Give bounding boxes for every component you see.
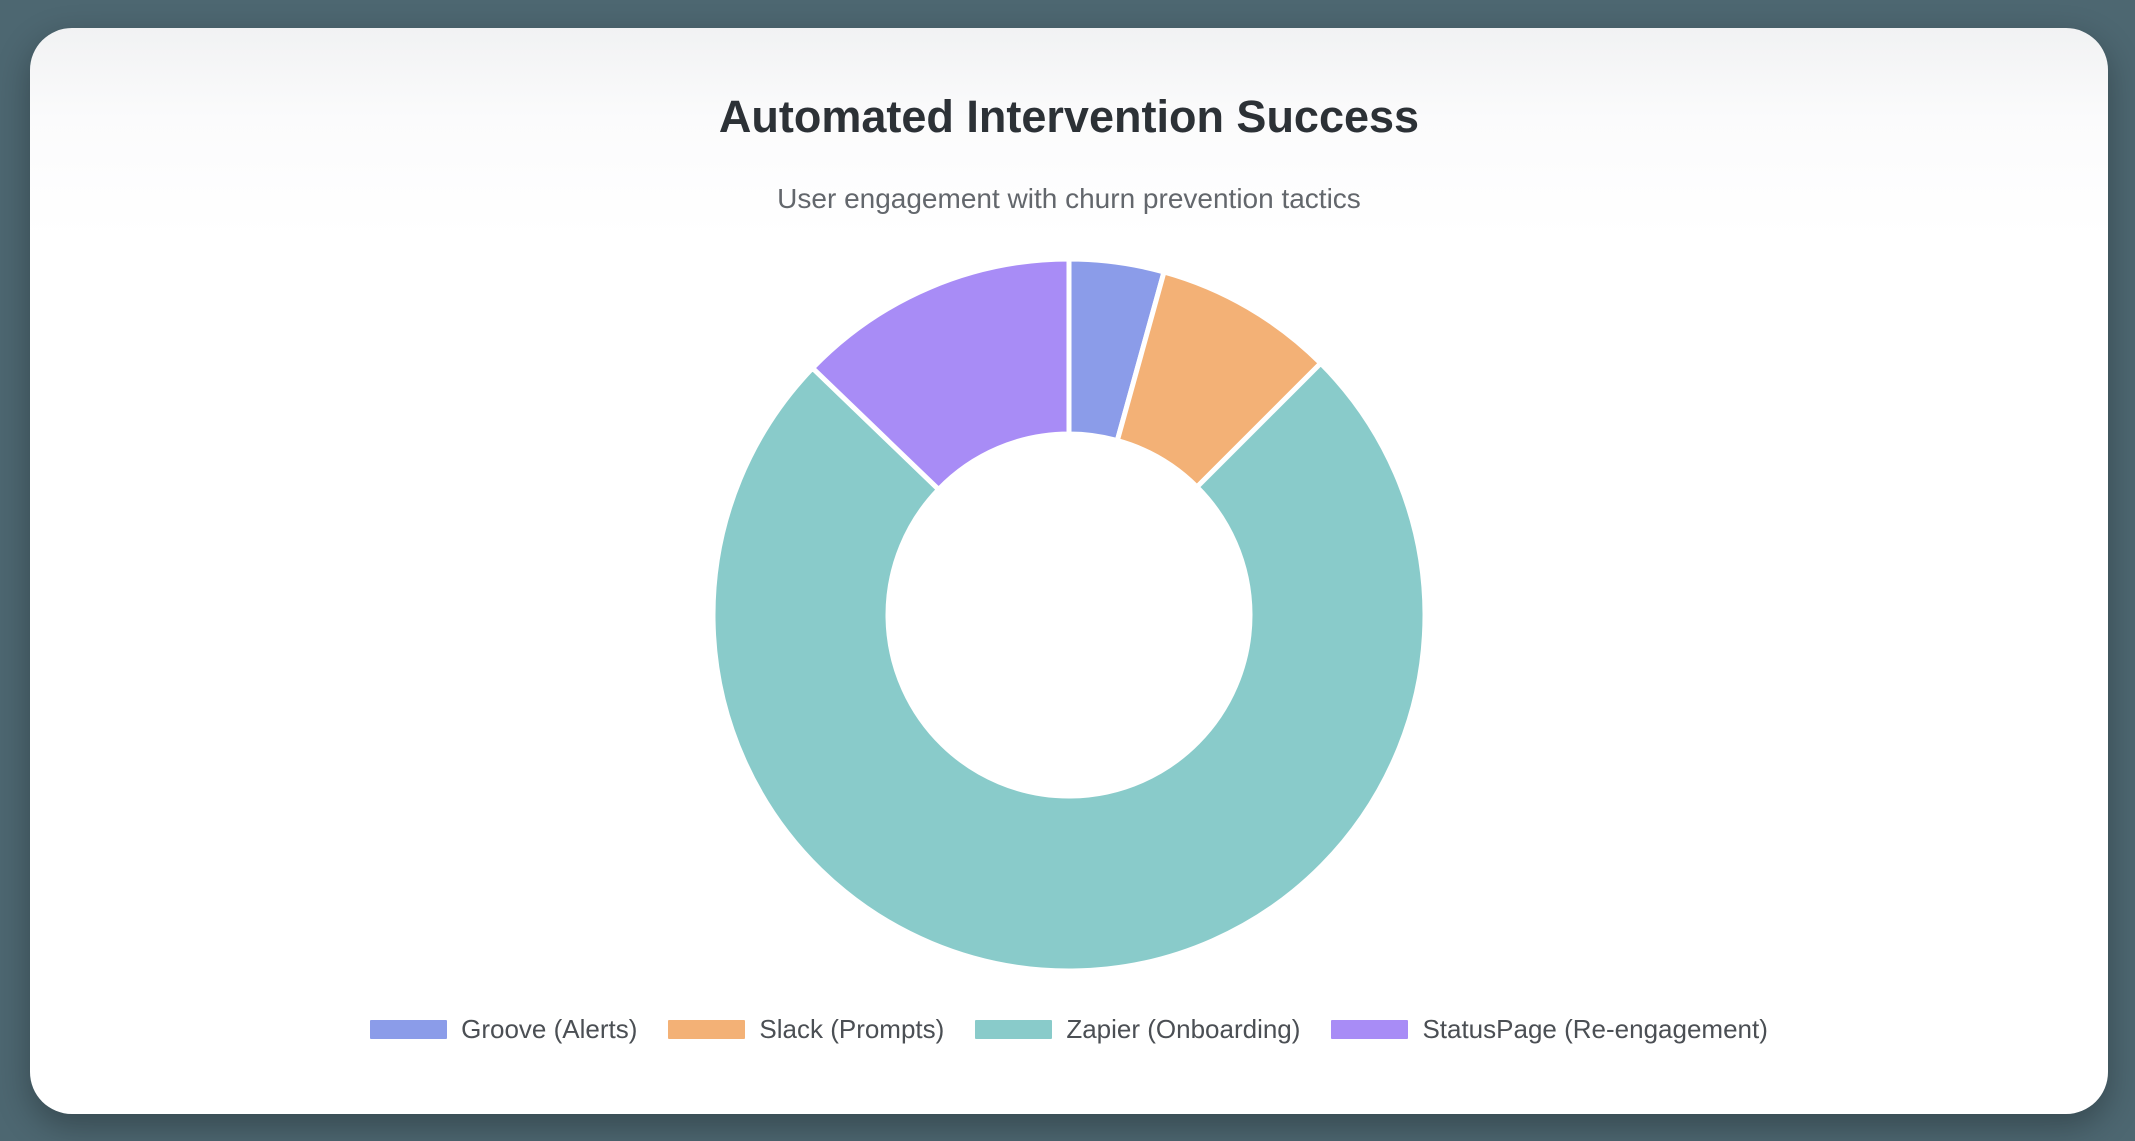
chart-subtitle: User engagement with churn prevention ta… [777, 183, 1361, 214]
donut-chart [707, 253, 1431, 977]
chart-title: Automated Intervention Success [718, 91, 1420, 142]
legend-label: Groove (Alerts) [461, 1014, 638, 1044]
legend-swatch-icon [975, 1020, 1053, 1039]
legend-item-1[interactable]: Slack (Prompts) [668, 1014, 944, 1045]
legend-item-2[interactable]: Zapier (Onboarding) [975, 1014, 1300, 1045]
legend-label: StatusPage (Re-engagement) [1422, 1014, 1768, 1044]
chart-card: Automated Intervention Success User enga… [30, 28, 2108, 1114]
legend-swatch-icon [1331, 1020, 1409, 1039]
donut-slice-3[interactable] [809, 256, 1072, 493]
chart-legend: Groove (Alerts) Slack (Prompts) Zapier (On… [30, 1014, 2108, 1045]
donut-slice-2[interactable] [710, 359, 1428, 974]
legend-swatch-icon [668, 1020, 746, 1039]
legend-item-0[interactable]: Groove (Alerts) [370, 1014, 637, 1045]
legend-label: Slack (Prompts) [759, 1014, 945, 1044]
legend-item-3[interactable]: StatusPage (Re-engagement) [1331, 1014, 1768, 1045]
donut-svg [710, 256, 1428, 974]
legend-swatch-icon [370, 1020, 448, 1039]
legend-label: Zapier (Onboarding) [1066, 1014, 1301, 1044]
